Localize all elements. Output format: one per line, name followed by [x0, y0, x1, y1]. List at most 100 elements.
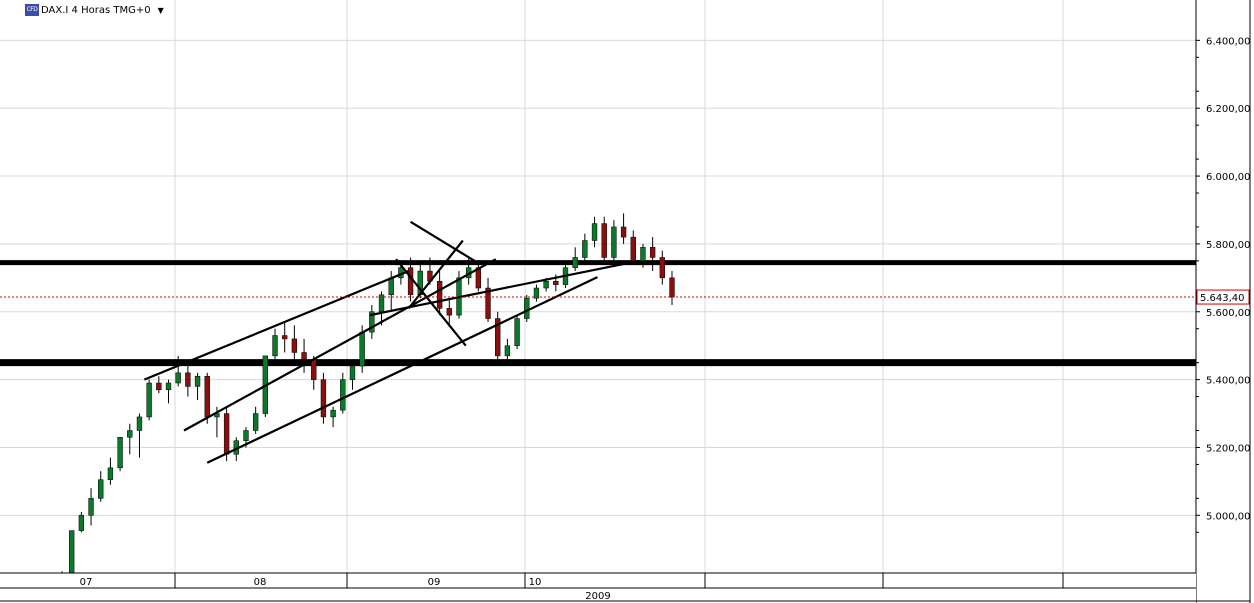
candle-body-60: [640, 247, 646, 262]
candle-39: [436, 271, 443, 316]
candle-2: [78, 511, 85, 533]
horizontal-levels: [0, 260, 1196, 367]
trendline-3: [369, 259, 640, 317]
candle-body-50: [543, 280, 549, 289]
candle-body-44: [485, 287, 491, 319]
candle-body-55: [591, 223, 598, 241]
candle-body-10: [156, 382, 162, 391]
candle-body-48: [524, 297, 530, 319]
candle-32: [369, 304, 375, 339]
candle-body-51: [553, 280, 559, 285]
candle-body-40: [446, 308, 452, 316]
candle-12: [175, 355, 181, 387]
y-tick-label-6: 5.200,00: [1206, 443, 1251, 454]
candle-body-53: [572, 257, 578, 268]
candle-body-3: [88, 498, 94, 516]
candle-body-30: [349, 365, 356, 380]
candle-body-63: [669, 277, 675, 298]
candle-44: [485, 277, 491, 322]
candle-body-9: [146, 382, 152, 418]
candle-body-32: [369, 311, 375, 333]
candle-body-57: [611, 226, 617, 258]
candle-body-5: [107, 467, 114, 480]
candle-30: [349, 359, 356, 390]
candle-29: [340, 372, 346, 414]
candle-body-29: [340, 379, 346, 411]
y-tick-label-7: 5.000,00: [1206, 511, 1251, 522]
candle-22: [272, 328, 278, 367]
current-price-label: 5.643,40: [1200, 293, 1245, 304]
chart-header[interactable]: CFD DAX.I 4 Horas TMG+0 ▼: [25, 3, 164, 17]
candle-60: [640, 243, 646, 268]
y-tick-label-0: 6.400,00: [1206, 36, 1251, 47]
candle-57: [611, 220, 617, 265]
candle-61: [649, 237, 656, 272]
candle-55: [591, 216, 598, 248]
candle-46: [504, 338, 511, 363]
candle-body-1: [69, 530, 75, 574]
candle-body-27: [320, 379, 327, 418]
trendline-4: [409, 220, 478, 264]
y-tick-label-4: 5.600,00: [1206, 308, 1251, 319]
candle-body-19: [243, 430, 249, 441]
candle-28: [330, 406, 336, 428]
candle-54: [582, 233, 588, 265]
candle-27: [320, 372, 327, 424]
candle-8: [136, 413, 143, 458]
current-price-box: [1196, 289, 1250, 305]
candle-40: [446, 298, 452, 326]
candle-body-39: [436, 280, 443, 309]
candle-body-28: [330, 409, 336, 418]
trendline-1: [183, 258, 497, 432]
candle-body-61: [649, 247, 656, 258]
candle-body-7: [127, 430, 133, 438]
year-label: 2009: [585, 591, 610, 602]
cfd-icon: CFD: [25, 4, 39, 16]
x-tick-label-1: 08: [254, 577, 267, 588]
candle-body-2: [78, 515, 85, 531]
trendline-0: [143, 270, 410, 381]
candle-body-45: [495, 318, 501, 357]
candle-body-49: [533, 287, 540, 299]
candle-body-23: [282, 335, 288, 340]
candle-23: [282, 321, 288, 353]
candle-body-20: [252, 413, 259, 431]
y-tick-label-2: 6.000,00: [1206, 172, 1251, 183]
candle-body-58: [620, 226, 627, 238]
candle-25: [301, 338, 307, 373]
x-tick-label-0: 07: [80, 577, 93, 588]
y-tick-label-5: 5.400,00: [1206, 376, 1251, 387]
candle-body-46: [504, 345, 511, 357]
candle-body-34: [388, 277, 394, 296]
x-tick-label-3: 10: [529, 577, 542, 588]
candle-7: [127, 423, 133, 455]
candle-body-62: [659, 257, 665, 279]
candle-body-12: [175, 372, 181, 384]
candle-10: [156, 376, 162, 394]
candle-48: [524, 294, 530, 322]
candle-body-6: [117, 437, 123, 469]
candle-3: [88, 488, 94, 526]
candle-body-26: [311, 359, 317, 380]
x-tick-label-2: 09: [428, 577, 441, 588]
candle-body-14: [194, 375, 201, 387]
candle-47: [514, 315, 520, 350]
candle-6: [117, 437, 123, 472]
candle-56: [601, 216, 607, 261]
candle-5: [107, 457, 114, 485]
candle-58: [620, 213, 627, 244]
candle-59: [630, 230, 636, 265]
candle-24: [291, 325, 298, 363]
candle-body-22: [272, 335, 278, 357]
caret-down-icon[interactable]: ▼: [157, 5, 164, 15]
candle-body-25: [301, 352, 307, 360]
candle-53: [572, 247, 578, 272]
candle-body-4: [98, 479, 104, 499]
candles: [59, 213, 675, 575]
candle-body-13: [185, 372, 191, 387]
candle-1: [69, 530, 75, 575]
candle-body-8: [136, 416, 143, 431]
